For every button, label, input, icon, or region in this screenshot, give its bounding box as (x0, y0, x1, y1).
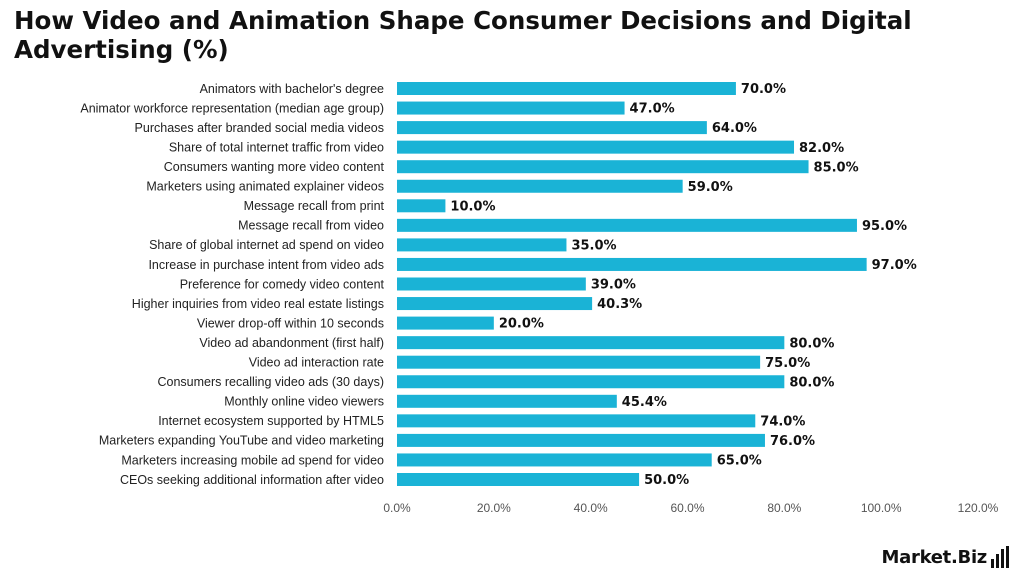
category-label: Message recall from print (244, 199, 385, 213)
category-label: Marketers expanding YouTube and video ma… (99, 434, 384, 448)
bar (397, 218, 857, 232)
data-label: 70.0% (741, 82, 786, 97)
x-tick-label: 100.0% (861, 501, 902, 515)
data-label: 82.0% (799, 141, 844, 156)
bar (397, 140, 795, 154)
category-label: Consumers recalling video ads (30 days) (158, 375, 385, 389)
x-axis-ticks: 0.0% 20.0% 40.0% 60.0% 80.0% 100.0% 120.0% (383, 501, 998, 515)
bar (397, 433, 765, 447)
data-label: 75.0% (765, 356, 810, 371)
bar (397, 375, 785, 389)
bar (397, 82, 736, 95)
category-label: Internet ecosystem supported by HTML5 (158, 414, 384, 428)
x-tick-label: 20.0% (477, 501, 511, 515)
category-label: Preference for comedy video content (180, 277, 385, 291)
data-label: 64.0% (712, 121, 757, 136)
data-label: 45.4% (622, 395, 667, 410)
x-tick-label: 120.0% (958, 501, 999, 515)
bar (397, 179, 683, 193)
data-label: 35.0% (571, 239, 616, 254)
data-label: 65.0% (717, 454, 762, 469)
bar (397, 160, 809, 174)
bar (397, 473, 640, 486)
bar-chart-icon (991, 546, 1009, 568)
category-label: Marketers using animated explainer video… (146, 180, 384, 194)
category-label: Animators with bachelor's degree (200, 82, 384, 96)
data-label: 40.3% (597, 297, 642, 312)
bar (397, 316, 494, 330)
data-label: 80.0% (789, 336, 834, 351)
category-label: Share of total internet traffic from vid… (169, 140, 384, 154)
category-label: Animator workforce representation (media… (80, 101, 384, 115)
data-label: 39.0% (591, 278, 636, 293)
bar (397, 297, 593, 311)
brand-name: Market.Biz (881, 547, 988, 568)
category-labels: Animators with bachelor's degree Animator… (80, 82, 384, 487)
bar (397, 238, 567, 252)
category-label: CEOs seeking additional information afte… (120, 473, 384, 487)
x-tick-label: 60.0% (670, 501, 704, 515)
category-label: Viewer drop-off within 10 seconds (197, 316, 384, 330)
bar (397, 257, 867, 271)
bar (397, 277, 586, 291)
chart-title: How Video and Animation Shape Consumer D… (14, 6, 912, 64)
category-label: Purchases after branded social media vid… (135, 121, 384, 135)
category-label: Marketers increasing mobile ad spend for… (121, 453, 384, 467)
bar (397, 121, 707, 135)
data-label: 10.0% (450, 199, 495, 214)
data-label: 47.0% (630, 102, 675, 117)
bar (397, 336, 785, 350)
data-labels: 70.0% 47.0% 64.0% 82.0% 85.0% 59.0% 10.0% 95.0%… (450, 82, 916, 488)
category-label: Share of global internet ad spend on vid… (149, 238, 384, 252)
data-label: 80.0% (789, 375, 834, 390)
bar (397, 199, 446, 213)
category-label: Video ad interaction rate (249, 356, 384, 370)
bars (397, 82, 867, 486)
x-tick-label: 40.0% (574, 501, 608, 515)
data-label: 50.0% (644, 473, 689, 488)
category-label: Increase in purchase intent from video a… (148, 258, 384, 272)
data-label: 85.0% (814, 160, 859, 175)
data-label: 97.0% (872, 258, 917, 273)
bar (397, 453, 712, 467)
data-label: 74.0% (760, 414, 805, 429)
data-label: 95.0% (862, 219, 907, 234)
category-label: Video ad abandonment (first half) (199, 336, 384, 350)
data-label: 20.0% (499, 317, 544, 332)
category-label: Higher inquiries from video real estate … (132, 297, 384, 311)
bar (397, 355, 761, 369)
x-tick-label: 0.0% (383, 501, 411, 515)
data-label: 76.0% (770, 434, 815, 449)
category-label: Message recall from video (238, 219, 384, 233)
category-label: Consumers wanting more video content (164, 160, 385, 174)
bar (397, 101, 625, 115)
data-label: 59.0% (688, 180, 733, 195)
brand-logo: Market.Biz (882, 538, 1010, 568)
bar (397, 394, 617, 408)
x-tick-label: 80.0% (767, 501, 801, 515)
bar (397, 414, 756, 428)
category-label: Monthly online video viewers (224, 395, 384, 409)
